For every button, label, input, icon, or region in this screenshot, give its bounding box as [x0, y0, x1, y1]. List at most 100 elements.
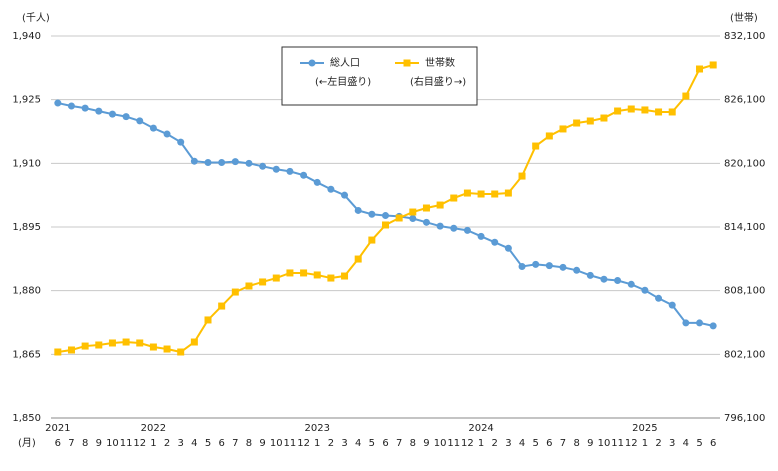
marker — [696, 65, 704, 73]
x-tick-label: 2 — [164, 438, 170, 449]
marker — [327, 185, 335, 193]
legend-label: 総人口 — [330, 56, 360, 69]
x-tick-label: 12 — [625, 438, 638, 449]
x-tick-label: 4 — [519, 438, 525, 449]
marker — [368, 210, 376, 218]
x-tick-label: 9 — [423, 438, 429, 449]
marker — [668, 108, 676, 116]
x-tick-label: 7 — [396, 438, 402, 449]
marker — [422, 218, 430, 226]
marker — [614, 276, 622, 284]
marker — [204, 316, 212, 324]
marker — [190, 338, 198, 346]
marker — [177, 138, 185, 146]
marker — [600, 114, 608, 122]
marker — [532, 142, 540, 150]
marker — [573, 266, 581, 274]
y2-unit: (世帯) — [730, 11, 758, 24]
marker — [108, 110, 116, 118]
marker — [463, 189, 471, 197]
marker — [382, 221, 389, 229]
marker — [272, 165, 280, 173]
year-label: 2023 — [305, 423, 330, 434]
marker — [286, 167, 294, 175]
legend-note: (←左目盛り) — [315, 75, 371, 88]
marker — [586, 117, 594, 125]
marker — [682, 92, 690, 100]
marker — [477, 190, 485, 198]
marker — [327, 274, 335, 282]
x-tick-label: 9 — [96, 438, 102, 449]
x-tick-label: 3 — [178, 438, 184, 449]
x-tick-label: 4 — [683, 438, 689, 449]
marker — [341, 191, 349, 199]
x-tick-label: 3 — [669, 438, 675, 449]
marker — [149, 343, 157, 351]
x-tick-label: 9 — [587, 438, 593, 449]
x-tick-label: 11 — [284, 438, 297, 449]
marker — [450, 194, 458, 202]
y2-tick-label: 832,100 — [724, 31, 765, 42]
y-tick-label: 1,850 — [12, 413, 41, 424]
marker — [559, 125, 567, 133]
marker — [300, 171, 308, 179]
x-tick-label: 5 — [369, 438, 375, 449]
marker — [95, 341, 103, 349]
marker — [641, 106, 649, 114]
marker — [218, 302, 226, 310]
y-unit: (千人) — [22, 12, 50, 24]
x-tick-label: 6 — [218, 438, 224, 449]
marker — [696, 319, 704, 327]
marker — [450, 224, 458, 232]
marker — [286, 269, 294, 277]
marker — [382, 212, 389, 220]
x-tick-label: 8 — [410, 438, 416, 449]
x-tick-label: 1 — [478, 438, 484, 449]
marker — [354, 206, 362, 214]
x-tick-label: 5 — [696, 438, 702, 449]
marker — [409, 215, 417, 223]
marker — [218, 158, 226, 166]
x-tick-label: 5 — [205, 438, 211, 449]
x-tick-label: 12 — [133, 438, 146, 449]
marker — [313, 271, 321, 279]
marker — [709, 61, 717, 69]
marker — [614, 107, 622, 115]
x-tick-label: 1 — [642, 438, 648, 449]
year-label: 2024 — [468, 423, 493, 434]
x-tick-label: 8 — [82, 438, 88, 449]
marker — [190, 157, 198, 165]
marker — [655, 108, 663, 116]
legend-note: (右目盛り→) — [410, 75, 466, 88]
x-tick-label: 2 — [492, 438, 498, 449]
marker — [136, 117, 144, 125]
marker — [518, 262, 526, 270]
x-tick-label: 5 — [532, 438, 538, 449]
marker — [163, 130, 171, 138]
marker — [436, 201, 444, 209]
marker — [122, 113, 130, 121]
marker — [204, 158, 212, 166]
marker — [491, 190, 499, 198]
marker — [313, 178, 321, 186]
marker — [518, 172, 526, 180]
year-label: 2022 — [141, 423, 166, 434]
y2-tick-label: 808,100 — [724, 286, 765, 297]
marker — [54, 99, 62, 107]
marker — [108, 339, 116, 347]
y-tick-label: 1,925 — [12, 95, 41, 106]
marker — [545, 262, 553, 270]
y2-tick-label: 820,100 — [724, 158, 765, 169]
marker — [368, 236, 376, 244]
marker — [259, 162, 267, 170]
marker — [573, 119, 581, 127]
marker — [422, 204, 430, 212]
x-tick-label: 2 — [655, 438, 661, 449]
marker — [245, 159, 253, 167]
x-tick-label: 8 — [573, 438, 579, 449]
marker — [395, 214, 403, 222]
x-tick-label: 6 — [710, 438, 716, 449]
marker — [641, 286, 649, 294]
